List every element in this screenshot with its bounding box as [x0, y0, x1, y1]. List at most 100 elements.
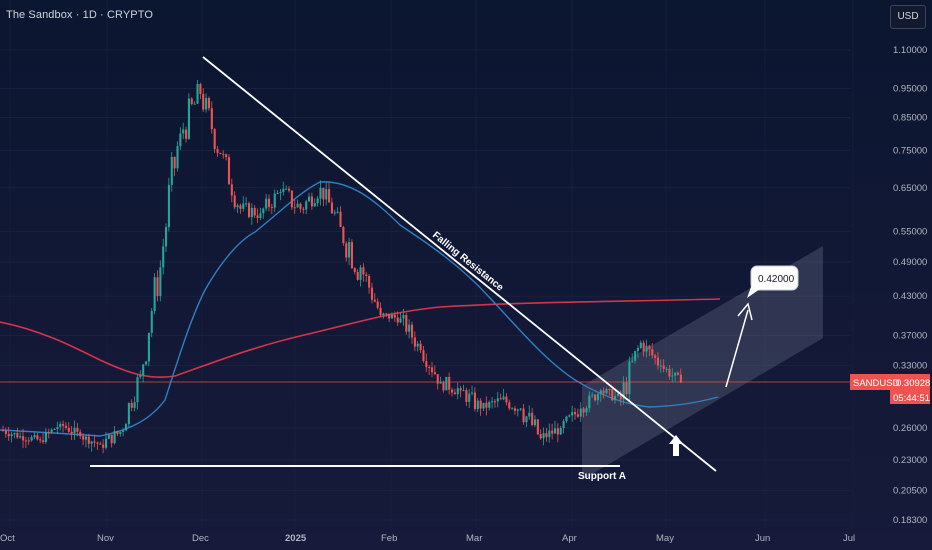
- candle-body: [116, 431, 119, 434]
- time-tick-label: Jul: [843, 533, 855, 544]
- candle-body: [147, 332, 150, 362]
- candle-body: [439, 381, 442, 384]
- price-tick-label: 1.10000: [893, 45, 927, 56]
- candle-body: [70, 431, 73, 434]
- candle-body: [227, 157, 231, 185]
- candle-body: [16, 433, 19, 438]
- candle-body: [422, 350, 425, 362]
- candle-body: [196, 84, 199, 104]
- candle-body: [205, 98, 208, 110]
- candle-body: [170, 156, 173, 185]
- target-price-label: 0.42000: [758, 274, 795, 285]
- candle-body: [551, 430, 554, 434]
- candle-body: [33, 435, 36, 438]
- candlesticks: [2, 79, 682, 454]
- current-price-value: 0.30928: [896, 378, 930, 389]
- candle-body: [533, 419, 537, 426]
- candle-body: [428, 366, 431, 368]
- candle-body: [216, 149, 219, 153]
- symbol-price-tag: [850, 374, 930, 390]
- candle-body: [410, 324, 414, 338]
- candle-body: [531, 412, 534, 426]
- candle-body: [182, 129, 185, 134]
- candle-body: [36, 435, 39, 440]
- candle-body: [59, 423, 62, 428]
- candle-body: [127, 403, 130, 425]
- candle-body: [313, 203, 316, 207]
- candle-body: [505, 396, 508, 403]
- candle-body: [153, 277, 156, 311]
- candle-body: [353, 268, 356, 272]
- candle-body: [379, 307, 382, 316]
- time-tick-label: 2025: [285, 533, 307, 544]
- candle-body: [676, 372, 680, 375]
- candle-body: [416, 343, 419, 347]
- candle-body: [179, 133, 182, 147]
- candle-body: [408, 324, 411, 332]
- candle-body: [368, 275, 371, 288]
- candle-body: [559, 427, 562, 435]
- candle-body: [491, 401, 494, 403]
- candle-body: [459, 388, 462, 391]
- candle-body: [493, 401, 497, 403]
- candle-body: [442, 381, 445, 391]
- countdown-tag: [890, 390, 930, 404]
- candle-body: [187, 98, 190, 139]
- candle-body: [102, 444, 105, 448]
- candle-body: [482, 402, 485, 409]
- candle-body: [233, 195, 236, 208]
- candle-body: [24, 440, 27, 442]
- candle-body: [588, 395, 591, 409]
- candle-body: [465, 390, 468, 402]
- candle-body: [82, 436, 85, 440]
- candle-body: [671, 375, 674, 377]
- price-tick-label: 0.37000: [893, 331, 927, 342]
- candle-body: [50, 429, 53, 433]
- currency-button[interactable]: USD: [890, 5, 926, 29]
- candle-body: [399, 318, 402, 323]
- candle-body: [582, 408, 585, 413]
- candle-body: [568, 415, 571, 417]
- candle-body: [574, 412, 577, 415]
- time-tick-label: Mar: [466, 533, 482, 544]
- candle-body: [456, 388, 459, 395]
- candle-body: [64, 425, 68, 428]
- time-axis[interactable]: Oct Nov Dec 2025 Feb Mar Apr May Jun Jul: [0, 533, 855, 544]
- candle-body: [225, 154, 228, 158]
- price-axis[interactable]: 1.10000 0.95000 0.85000 0.75000 0.65000 0.550…: [893, 45, 927, 526]
- candle-body: [453, 392, 456, 395]
- candle-body: [499, 398, 502, 400]
- candle-body: [299, 203, 302, 209]
- candle-body: [73, 427, 76, 434]
- candle-body: [130, 403, 133, 408]
- candle-body: [636, 347, 640, 351]
- candle-body: [322, 187, 325, 200]
- projection-arrow-line: [725, 309, 749, 388]
- candle-body: [591, 394, 594, 396]
- time-tick-label: Oct: [0, 533, 15, 544]
- candle-body: [96, 442, 99, 444]
- candle-body: [336, 211, 339, 213]
- candle-body: [396, 317, 399, 323]
- candle-body: [119, 432, 122, 434]
- candle-body: [262, 208, 265, 214]
- candle-body: [253, 207, 256, 216]
- candle-body: [190, 98, 193, 104]
- candle-body: [47, 431, 50, 433]
- target-callout[interactable]: [750, 265, 799, 291]
- falling-resistance-line[interactable]: [202, 56, 717, 472]
- candle-body: [614, 395, 617, 401]
- candle-body: [674, 372, 677, 376]
- candle-body: [325, 189, 328, 200]
- candle-body: [90, 441, 93, 444]
- moving-average-long-line: [0, 298, 721, 379]
- candle-body: [242, 203, 245, 209]
- price-tick-label: 0.49000: [893, 257, 927, 268]
- candle-body: [113, 431, 116, 444]
- candle-body: [310, 196, 313, 207]
- candle-body: [433, 372, 436, 375]
- price-tick-label: 0.75000: [893, 145, 927, 156]
- candle-body: [87, 436, 90, 444]
